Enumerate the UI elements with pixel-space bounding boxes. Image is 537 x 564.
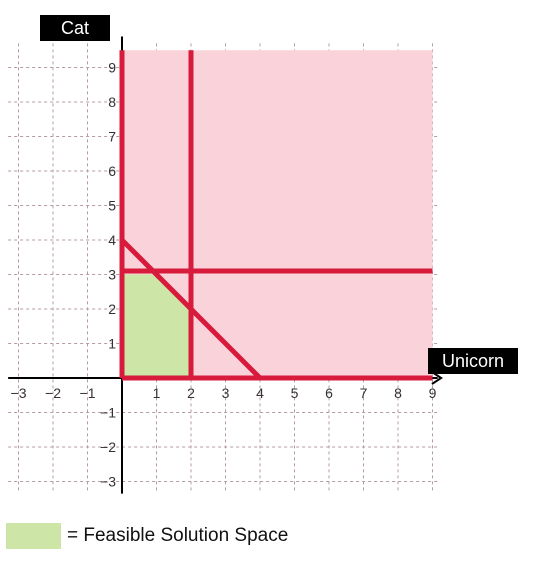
y-axis-label: Cat xyxy=(40,15,110,41)
x-tick-label: −2 xyxy=(45,385,61,401)
feasible-region-layer xyxy=(122,274,191,378)
y-tick-label: 7 xyxy=(108,129,116,145)
y-tick-label: 2 xyxy=(108,301,116,317)
y-tick-label: 6 xyxy=(108,163,116,179)
constraint-lines xyxy=(119,50,433,381)
y-tick-label: −3 xyxy=(100,474,116,490)
y-tick-label: 8 xyxy=(108,94,116,110)
tick-labels: −3 −2 −1 1 2 3 4 5 6 7 8 9 9 8 7 6 5 4 3 2 1 −1 −2 −3 xyxy=(11,60,437,490)
chart-canvas: −3 −2 −1 1 2 3 4 5 6 7 8 9 9 8 7 6 5 4 3 2 1 −1 −2 −3 xyxy=(8,36,443,494)
x-axis-label: Unicorn xyxy=(428,348,519,374)
x-tick-label: −1 xyxy=(80,385,96,401)
x-tick-label: 2 xyxy=(187,385,195,401)
x-tick-label: 1 xyxy=(153,385,161,401)
x-tick-label: 3 xyxy=(222,385,230,401)
legend: = Feasible Solution Space xyxy=(6,522,288,550)
legend-label: = Feasible Solution Space xyxy=(67,525,289,546)
y-tick-label: 3 xyxy=(108,267,116,283)
x-tick-label: −3 xyxy=(11,385,27,401)
constraint-line-4 xyxy=(120,238,262,380)
y-tick-label: −1 xyxy=(100,405,116,421)
y-tick-label: 9 xyxy=(108,60,116,76)
x-axis-arrow xyxy=(431,371,443,385)
x-tick-label: 8 xyxy=(394,385,402,401)
y-tick-label: −2 xyxy=(100,439,116,455)
x-tick-label: 6 xyxy=(325,385,333,401)
x-tick-label: 9 xyxy=(429,385,437,401)
y-tick-label: 5 xyxy=(108,198,116,214)
x-tick-label: 7 xyxy=(360,385,368,401)
x-tick-label: 5 xyxy=(291,385,299,401)
legend-swatch xyxy=(6,523,61,549)
y-tick-label: 4 xyxy=(108,232,116,248)
x-tick-label: 4 xyxy=(256,385,264,401)
y-tick-label: 1 xyxy=(108,336,116,352)
feasible-region xyxy=(122,274,191,378)
